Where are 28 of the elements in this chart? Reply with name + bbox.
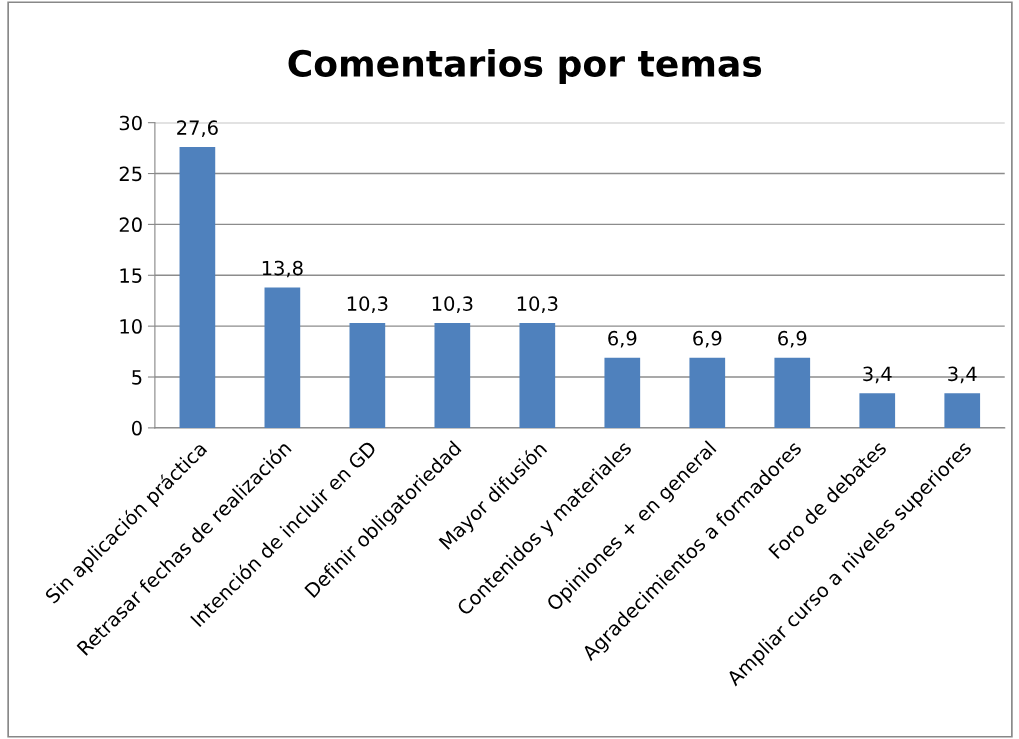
bar <box>264 287 301 428</box>
data-label: 6,9 <box>778 330 807 348</box>
data-label: 3,4 <box>948 366 977 384</box>
y-tick-label: 5 <box>132 370 142 385</box>
y-tick-label: 0 <box>131 420 142 436</box>
y-tick-label: 15 <box>120 268 142 283</box>
y-tick-label: 25 <box>119 166 142 182</box>
data-label: 13,8 <box>262 260 303 278</box>
data-label: 10,3 <box>347 296 388 313</box>
bar <box>859 393 896 428</box>
bar <box>604 357 641 428</box>
bar <box>689 357 726 428</box>
data-label: 6,9 <box>693 330 722 348</box>
y-tick-label: 20 <box>119 217 142 233</box>
bar <box>944 393 981 428</box>
data-label: 6,9 <box>608 330 637 348</box>
bar <box>434 323 471 428</box>
data-label: 27,6 <box>177 120 218 137</box>
bar <box>179 147 216 428</box>
data-label: 10,3 <box>517 296 558 313</box>
data-label: 3,4 <box>863 366 892 384</box>
y-tick-label: 10 <box>120 319 142 334</box>
bar <box>519 323 556 428</box>
chart-title: Comentarios por temas <box>288 49 762 84</box>
bar <box>774 357 811 428</box>
bar <box>349 323 386 428</box>
y-tick-label: 30 <box>119 115 142 131</box>
data-label: 10,3 <box>432 296 473 313</box>
